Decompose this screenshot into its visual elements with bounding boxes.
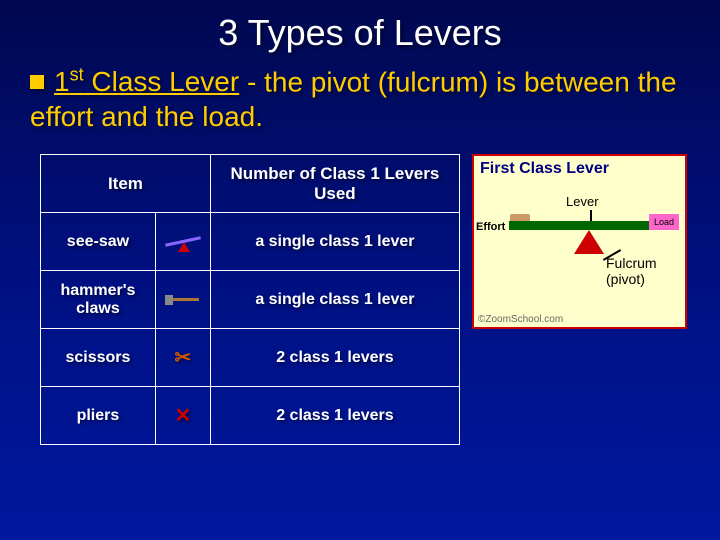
lever-bar	[509, 221, 659, 230]
diagram-title: First Class Lever	[474, 156, 685, 182]
hammer-icon	[155, 271, 210, 329]
bullet-icon	[30, 75, 44, 89]
cell-item: see-saw	[41, 213, 156, 271]
scissors-icon: ✂	[155, 329, 210, 387]
header-item: Item	[41, 155, 211, 213]
levers-table: Item Number of Class 1 Levers Used see-s…	[40, 154, 460, 445]
fulcrum-triangle-icon	[574, 230, 604, 254]
table-row: pliers ✕ 2 class 1 levers	[41, 387, 460, 445]
effort-label: Effort	[476, 221, 505, 233]
lever-label: Lever	[566, 194, 599, 209]
cell-desc: 2 class 1 levers	[210, 329, 459, 387]
cell-item: scissors	[41, 329, 156, 387]
cell-item: hammer's claws	[41, 271, 156, 329]
cell-desc: a single class 1 lever	[210, 213, 459, 271]
cell-desc: 2 class 1 levers	[210, 387, 459, 445]
ordinal-suffix: st	[70, 65, 84, 85]
subtitle-line: 1st Class Lever - the pivot (fulcrum) is…	[0, 54, 720, 134]
cell-item: pliers	[41, 387, 156, 445]
cell-desc: a single class 1 lever	[210, 271, 459, 329]
pliers-icon: ✕	[155, 387, 210, 445]
ordinal: 1	[54, 66, 70, 97]
table-header-row: Item Number of Class 1 Levers Used	[41, 155, 460, 213]
table-row: scissors ✂ 2 class 1 levers	[41, 329, 460, 387]
class-lever-em: Class Lever	[84, 66, 240, 97]
table-row: see-saw a single class 1 lever	[41, 213, 460, 271]
header-count: Number of Class 1 Levers Used	[210, 155, 459, 213]
page-title: 3 Types of Levers	[0, 0, 720, 54]
diagram-credit: ©ZoomSchool.com	[478, 314, 563, 325]
fulcrum-label: Fulcrum (pivot)	[606, 256, 657, 287]
load-box: Load	[649, 214, 679, 230]
table-row: hammer's claws a single class 1 lever	[41, 271, 460, 329]
seesaw-icon	[155, 213, 210, 271]
lever-diagram: First Class Lever Lever Effort Load Fulc…	[472, 154, 687, 329]
